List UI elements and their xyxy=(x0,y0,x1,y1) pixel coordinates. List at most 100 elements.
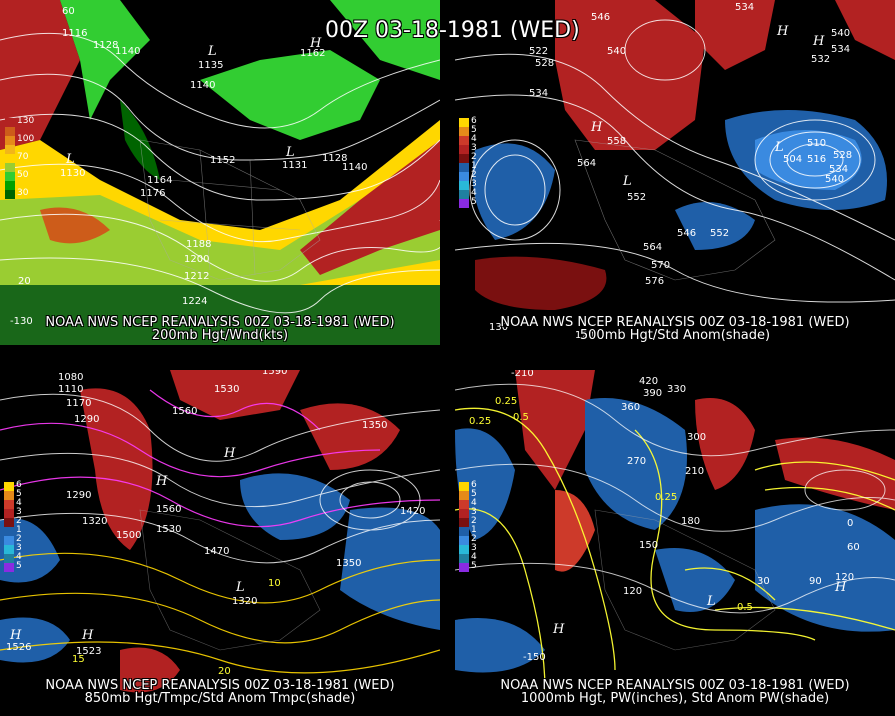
colorbar-swatch: 3 xyxy=(459,507,477,518)
contour-label: 1290 xyxy=(66,490,92,501)
colorbar-1000mb: 6 5 4 3 2 1 2 3 4 5 xyxy=(459,480,477,572)
pw-contour-label: 0.5 xyxy=(513,412,529,423)
contour-label: 540 xyxy=(831,28,851,39)
colorbar-label: 30 xyxy=(17,188,29,198)
contour-label: 1140 xyxy=(115,46,141,57)
map-850mb xyxy=(0,370,440,716)
colorbar-swatch: 1 xyxy=(459,161,477,172)
contour-label: 1130 xyxy=(60,168,86,179)
colorbar-label: 4 xyxy=(471,552,477,562)
colorbar-swatch: 130 xyxy=(5,116,34,127)
contour-label: 1110 xyxy=(58,384,84,395)
panel-caption-source: NOAA NWS NCEP REANALYSIS 00Z 03-18-1981 … xyxy=(45,315,395,330)
colorbar-500mb: 6 5 4 3 2 1 2 3 4 5 xyxy=(459,116,477,208)
colorbar-label: 4 xyxy=(471,188,477,198)
colorbar-200mb: 130 100 70 50 30 xyxy=(5,116,34,199)
colorbar-label: 5 xyxy=(471,489,477,499)
colorbar-label: 1 xyxy=(471,525,477,535)
high-pressure-marker: H xyxy=(224,446,236,461)
colorbar-swatch: 70 xyxy=(5,152,28,163)
contour-label: 60 xyxy=(847,542,860,553)
panel-500mb-hgt-anom: 6 5 4 3 2 1 2 3 4 5 546 534 540 522 528 … xyxy=(455,0,895,345)
colorbar-label: 6 xyxy=(16,480,22,490)
contour-label: 120 xyxy=(835,572,855,583)
contour-label: 1135 xyxy=(198,60,224,71)
colorbar-label: 2 xyxy=(471,170,477,180)
colorbar-swatch: 2 xyxy=(459,152,477,163)
contour-label: 552 xyxy=(627,192,647,203)
contour-label: -150 xyxy=(523,652,546,663)
colorbar-label: 2 xyxy=(16,534,22,544)
contour-label: 576 xyxy=(645,276,665,287)
contour-label: 528 xyxy=(535,58,555,69)
contour-label: 1290 xyxy=(74,414,100,425)
contour-label: 1140 xyxy=(190,80,216,91)
longitude-label: 120 xyxy=(575,330,595,341)
colorbar-label: 3 xyxy=(471,143,477,153)
colorbar-swatch: 30 xyxy=(5,188,28,199)
colorbar-swatch: 6 xyxy=(459,116,477,127)
colorbar-label: 5 xyxy=(471,125,477,135)
contour-label: 1128 xyxy=(322,153,348,164)
colorbar-label: 2 xyxy=(16,516,22,526)
colorbar-label: 3 xyxy=(16,507,22,517)
contour-label: 570 xyxy=(651,260,671,271)
contour-label: 1530 xyxy=(156,524,182,535)
contour-label: 360 xyxy=(621,402,641,413)
colorbar-swatch: 1 xyxy=(4,525,22,536)
panel-200mb-hgt-wind: 130 100 70 50 30 1116 1128 1140 1140 115… xyxy=(0,0,440,345)
colorbar-swatch xyxy=(5,163,15,172)
contour-label: 1350 xyxy=(362,420,388,431)
colorbar-swatch: 4 xyxy=(459,552,477,563)
contour-label: 552 xyxy=(710,228,730,239)
colorbar-swatch: 50 xyxy=(5,170,28,181)
contour-label: 30 xyxy=(757,576,770,587)
pw-contour-label: 0.25 xyxy=(655,492,678,503)
contour-label: 1116 xyxy=(62,28,88,39)
high-pressure-marker: H xyxy=(591,120,603,135)
colorbar-label: 5 xyxy=(16,489,22,499)
contour-label: 532 xyxy=(811,54,831,65)
colorbar-label: 3 xyxy=(16,543,22,553)
contour-label: 1170 xyxy=(66,398,92,409)
colorbar-swatch: 6 xyxy=(4,480,22,491)
low-pressure-marker: L xyxy=(775,140,784,155)
colorbar-850mb: 6 5 4 3 2 1 2 3 4 5 xyxy=(4,480,22,572)
colorbar-label: 3 xyxy=(471,543,477,553)
contour-label: 1152 xyxy=(210,155,236,166)
contour-label: 534 xyxy=(829,164,849,175)
contour-label: 504 xyxy=(783,154,803,165)
high-pressure-marker: H xyxy=(10,628,22,643)
pw-contour-label: 0.25 xyxy=(469,416,492,427)
colorbar-swatch: 1 xyxy=(459,525,477,536)
contour-label: 90 xyxy=(809,576,822,587)
contour-label: 0 xyxy=(847,518,854,529)
contour-label: 1590 xyxy=(262,370,288,377)
contour-label: 300 xyxy=(687,432,707,443)
panel-1000mb-hgt-pw: 6 5 4 3 2 1 2 3 4 5 -210 420 390 360 300… xyxy=(455,370,895,716)
contour-label: 534 xyxy=(529,88,549,99)
colorbar-swatch: 4 xyxy=(459,188,477,199)
colorbar-swatch: 2 xyxy=(4,534,22,545)
colorbar-swatch: 2 xyxy=(4,516,22,527)
colorbar-swatch xyxy=(5,145,15,154)
isotherm-label: 20 xyxy=(218,666,231,677)
colorbar-swatch: 3 xyxy=(459,543,477,554)
colorbar-label: 70 xyxy=(17,152,29,162)
high-pressure-marker: H xyxy=(777,24,789,39)
contour-label: 1176 xyxy=(140,188,166,199)
colorbar-swatch: 6 xyxy=(459,480,477,491)
contour-label: 1420 xyxy=(400,506,426,517)
contour-label: 1350 xyxy=(336,558,362,569)
colorbar-swatch: 3 xyxy=(459,143,477,154)
colorbar-swatch: 5 xyxy=(4,561,22,572)
colorbar-swatch xyxy=(5,181,15,190)
high-pressure-marker: H xyxy=(813,34,825,49)
colorbar-label: 130 xyxy=(17,116,35,126)
map-500mb xyxy=(455,0,895,345)
high-pressure-marker: H xyxy=(156,474,168,489)
map-200mb xyxy=(0,0,440,345)
colorbar-swatch: 100 xyxy=(5,134,34,145)
colorbar-swatch: 4 xyxy=(459,134,477,145)
low-pressure-marker: L xyxy=(623,174,632,189)
